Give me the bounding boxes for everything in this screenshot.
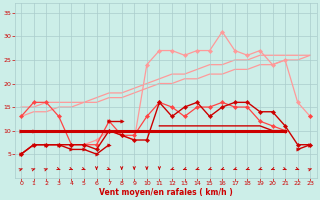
X-axis label: Vent moyen/en rafales ( km/h ): Vent moyen/en rafales ( km/h ) — [99, 188, 233, 197]
